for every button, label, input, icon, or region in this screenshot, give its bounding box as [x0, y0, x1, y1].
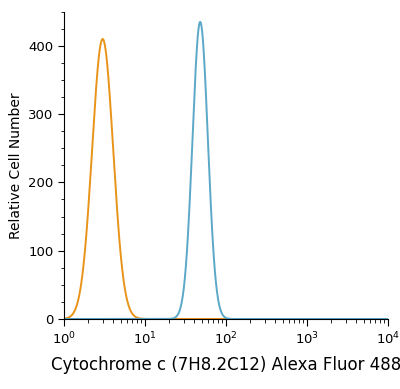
Y-axis label: Relative Cell Number: Relative Cell Number — [9, 92, 23, 238]
X-axis label: Cytochrome c (7H8.2C12) Alexa Fluor 488: Cytochrome c (7H8.2C12) Alexa Fluor 488 — [51, 356, 400, 374]
